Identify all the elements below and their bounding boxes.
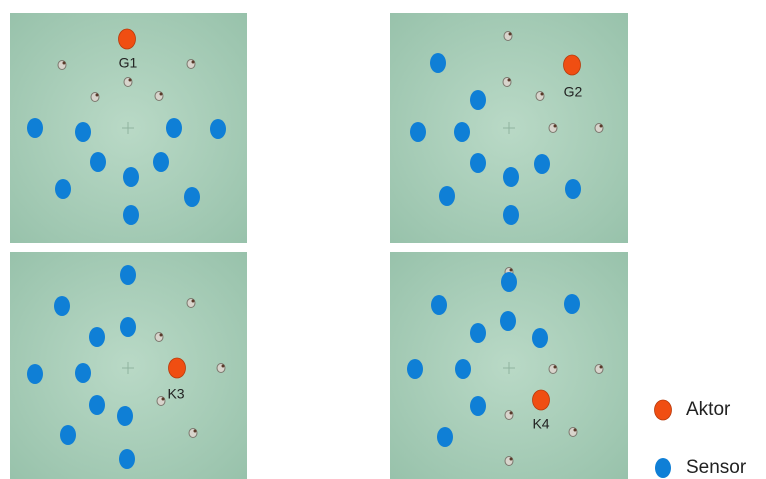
- sensor: [410, 122, 426, 142]
- figure: G1 G2 K3 K4 Aktor Sensor: [0, 0, 766, 479]
- sensor: [54, 296, 70, 316]
- sensor: [455, 359, 471, 379]
- screw-head: [510, 458, 513, 461]
- screw-head: [600, 366, 603, 369]
- sensor: [501, 272, 517, 292]
- screw-head: [96, 94, 99, 97]
- actor: [169, 358, 186, 378]
- screw-head: [509, 33, 512, 36]
- screw-head: [222, 365, 225, 368]
- actor: [119, 29, 136, 49]
- sensor: [60, 425, 76, 445]
- sensor: [120, 317, 136, 337]
- sensor: [439, 186, 455, 206]
- sensor: [503, 205, 519, 225]
- sensor: [117, 406, 133, 426]
- sensor: [123, 167, 139, 187]
- sensor: [470, 396, 486, 416]
- sensor: [27, 118, 43, 138]
- sensor: [120, 265, 136, 285]
- screw-head: [554, 366, 557, 369]
- sensor: [75, 122, 91, 142]
- screw-head: [554, 125, 557, 128]
- sensor: [500, 311, 516, 331]
- sensor: [119, 449, 135, 469]
- screw-head: [129, 79, 132, 82]
- panel-label: G1: [119, 55, 138, 71]
- sensor: [470, 90, 486, 110]
- sensor: [123, 205, 139, 225]
- sensor: [564, 294, 580, 314]
- sensor: [532, 328, 548, 348]
- legend-label: Aktor: [686, 399, 731, 420]
- screw-head: [160, 93, 163, 96]
- screw-head: [510, 412, 513, 415]
- sensor: [503, 167, 519, 187]
- sensor: [470, 323, 486, 343]
- sensor: [27, 364, 43, 384]
- sensor: [407, 359, 423, 379]
- sensor: [89, 327, 105, 347]
- sensor: [153, 152, 169, 172]
- screw-head: [600, 125, 603, 128]
- screw-head: [160, 334, 163, 337]
- actor: [533, 390, 550, 410]
- screw-head: [192, 300, 195, 303]
- screw-head: [162, 398, 165, 401]
- screw-head: [510, 269, 513, 272]
- panel-label: G2: [564, 84, 583, 100]
- legend-label: Sensor: [686, 457, 747, 478]
- sensor: [454, 122, 470, 142]
- sensor: [565, 179, 581, 199]
- sensor: [210, 119, 226, 139]
- screw-head: [192, 61, 195, 64]
- screw-head: [194, 430, 197, 433]
- screw-head: [541, 93, 544, 96]
- sensor: [470, 153, 486, 173]
- sensor: [437, 427, 453, 447]
- sensor: [90, 152, 106, 172]
- sensor: [55, 179, 71, 199]
- legend-marker: [655, 458, 671, 478]
- screw-head: [574, 429, 577, 432]
- panel-label: K3: [167, 386, 184, 402]
- sensor: [184, 187, 200, 207]
- panel-label: K4: [532, 416, 549, 432]
- screw-head: [508, 79, 511, 82]
- sensor: [89, 395, 105, 415]
- actor: [564, 55, 581, 75]
- legend-marker: [655, 400, 672, 420]
- sensor: [75, 363, 91, 383]
- sensor: [430, 53, 446, 73]
- screw-head: [63, 62, 66, 65]
- sensor: [166, 118, 182, 138]
- sensor: [534, 154, 550, 174]
- sensor: [431, 295, 447, 315]
